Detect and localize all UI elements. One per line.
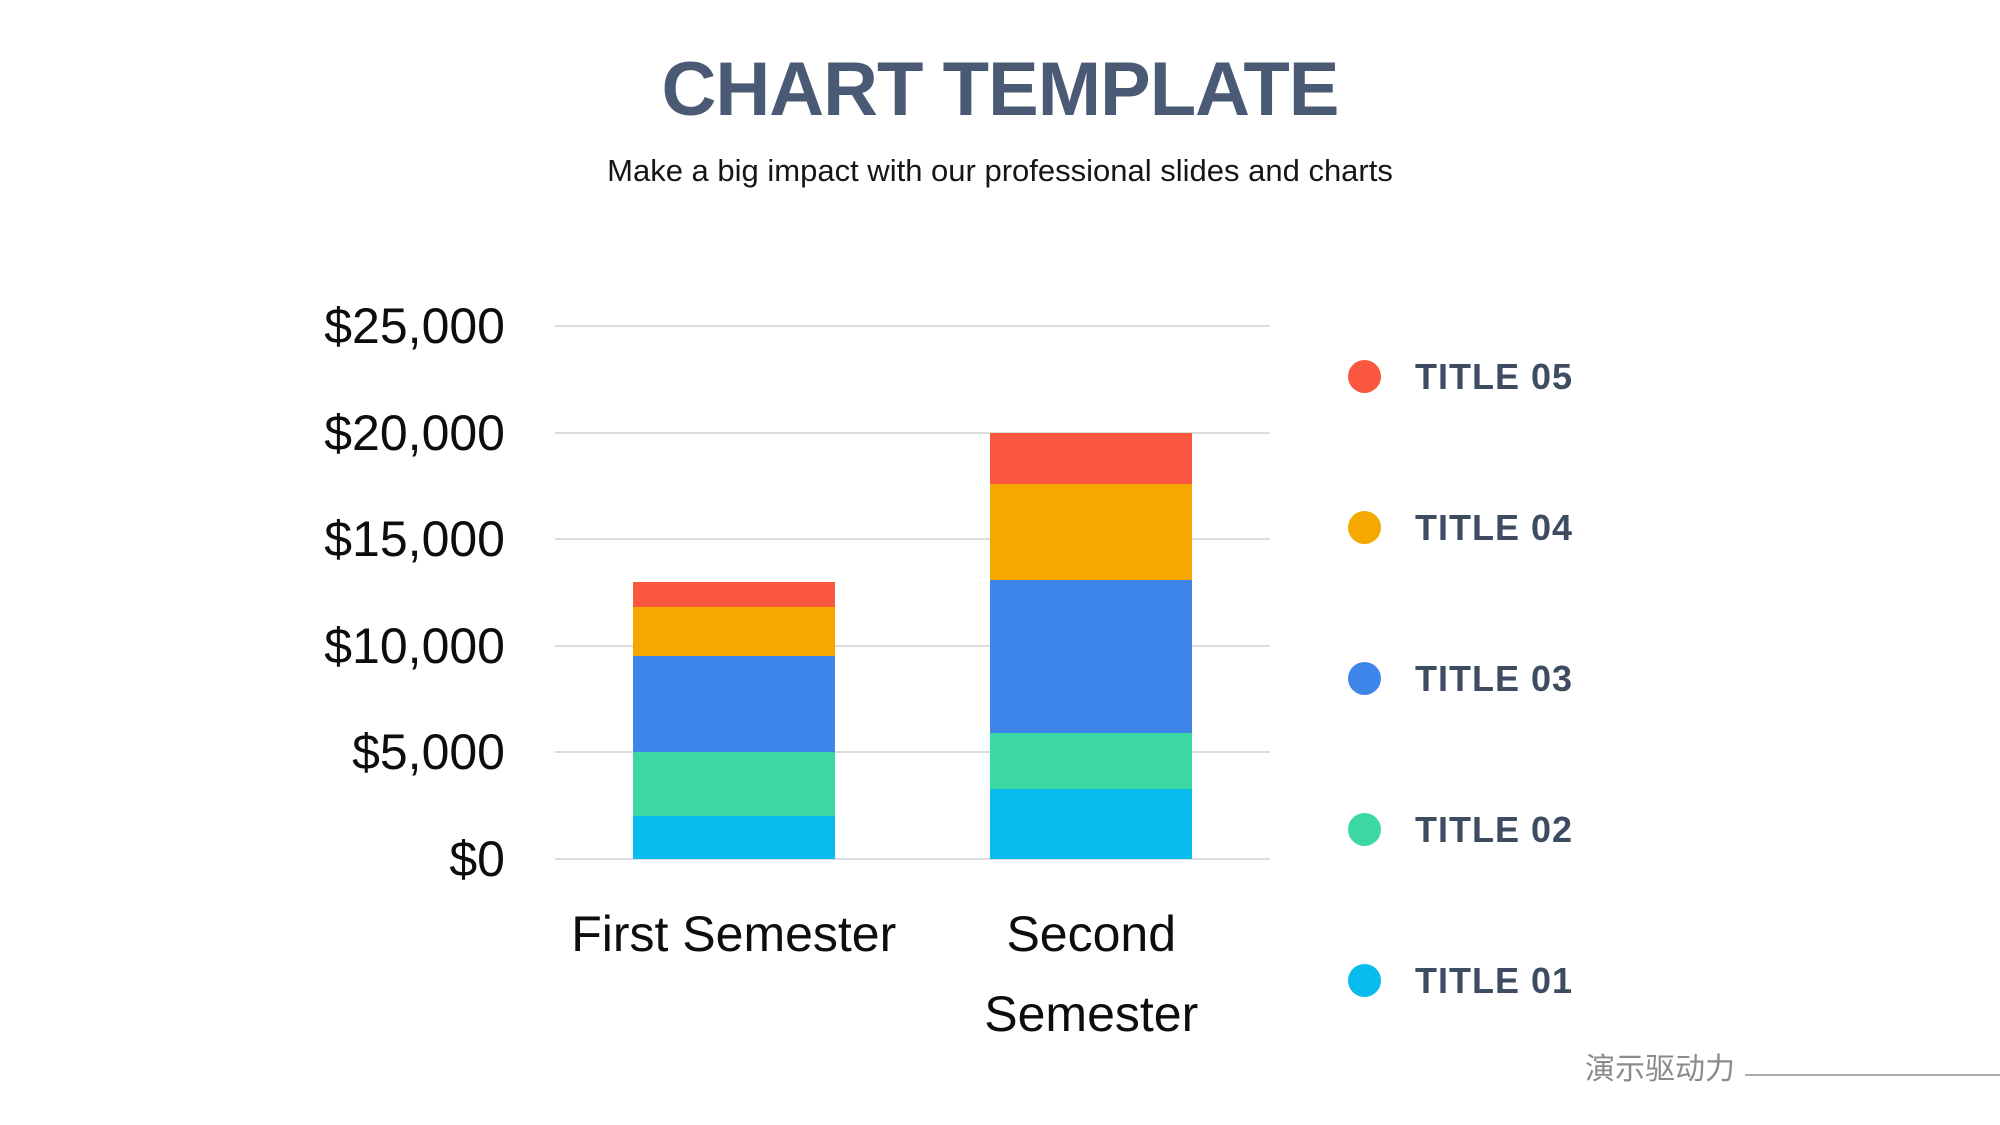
slide-subtitle: Make a big impact with our professional … <box>607 153 1393 188</box>
bar-segment-title-02-2 <box>990 733 1193 789</box>
bar-segment-title-03-1 <box>632 656 835 753</box>
bar-segment-title-04-2 <box>990 483 1193 580</box>
header: CHART TEMPLATE Make a big impact with ou… <box>0 52 2000 189</box>
legend-color-dot <box>1348 360 1381 393</box>
legend-label: TITLE 01 <box>1415 959 1574 1001</box>
gridline <box>555 644 1270 647</box>
y-axis-tick-label: $25,000 <box>324 298 505 354</box>
bar-segment-title-01-1 <box>632 816 835 859</box>
gridline <box>555 751 1270 754</box>
legend-color-dot <box>1348 662 1381 695</box>
legend-item-title-03: TITLE 03 <box>1348 658 1573 699</box>
legend-label: TITLE 04 <box>1415 506 1574 548</box>
legend-color-dot <box>1348 511 1381 544</box>
y-axis-tick-label: $0 <box>449 831 505 887</box>
legend-label: TITLE 03 <box>1415 657 1574 699</box>
legend-item-title-01: TITLE 01 <box>1348 960 1573 1001</box>
bar-segment-title-04-1 <box>632 607 835 657</box>
legend-item-title-05: TITLE 05 <box>1348 356 1573 397</box>
stacked-bar-chart: First Semester Second Semester <box>555 325 1270 1042</box>
y-axis-tick-label: $5,000 <box>352 724 505 781</box>
y-axis-tick-label: $10,000 <box>324 617 505 674</box>
chart-legend: TITLE 05 TITLE 04 TITLE 03 TITLE 02 TITLE 01 <box>1348 356 1573 1001</box>
slide-title: CHART TEMPLATE <box>661 47 1340 132</box>
footer-divider-line <box>1745 1074 2000 1076</box>
y-axis-tick-label: $15,000 <box>324 511 505 568</box>
gridline <box>555 858 1270 860</box>
legend-color-dot <box>1348 813 1381 846</box>
legend-label: TITLE 02 <box>1415 808 1574 850</box>
x-axis-category-label: First Semester <box>571 906 897 962</box>
legend-color-dot <box>1348 964 1381 997</box>
gridline <box>555 431 1270 434</box>
legend-label: TITLE 05 <box>1415 355 1574 397</box>
bar-segment-title-05-2 <box>990 432 1193 484</box>
gridline <box>555 325 1270 327</box>
bar-segment-title-02-1 <box>632 752 835 817</box>
gridline <box>555 538 1270 541</box>
y-axis-tick-label: $20,000 <box>324 404 505 461</box>
bar-segment-title-01-2 <box>990 788 1193 859</box>
legend-item-title-02: TITLE 02 <box>1348 809 1573 850</box>
bar-segment-title-03-2 <box>990 579 1193 734</box>
footer-brand-text: 演示驱动力 <box>1585 1053 1735 1086</box>
bar-segment-title-05-1 <box>632 581 835 608</box>
x-axis-category-label: Second Semester <box>984 906 1199 1042</box>
legend-item-title-04: TITLE 04 <box>1348 507 1573 548</box>
